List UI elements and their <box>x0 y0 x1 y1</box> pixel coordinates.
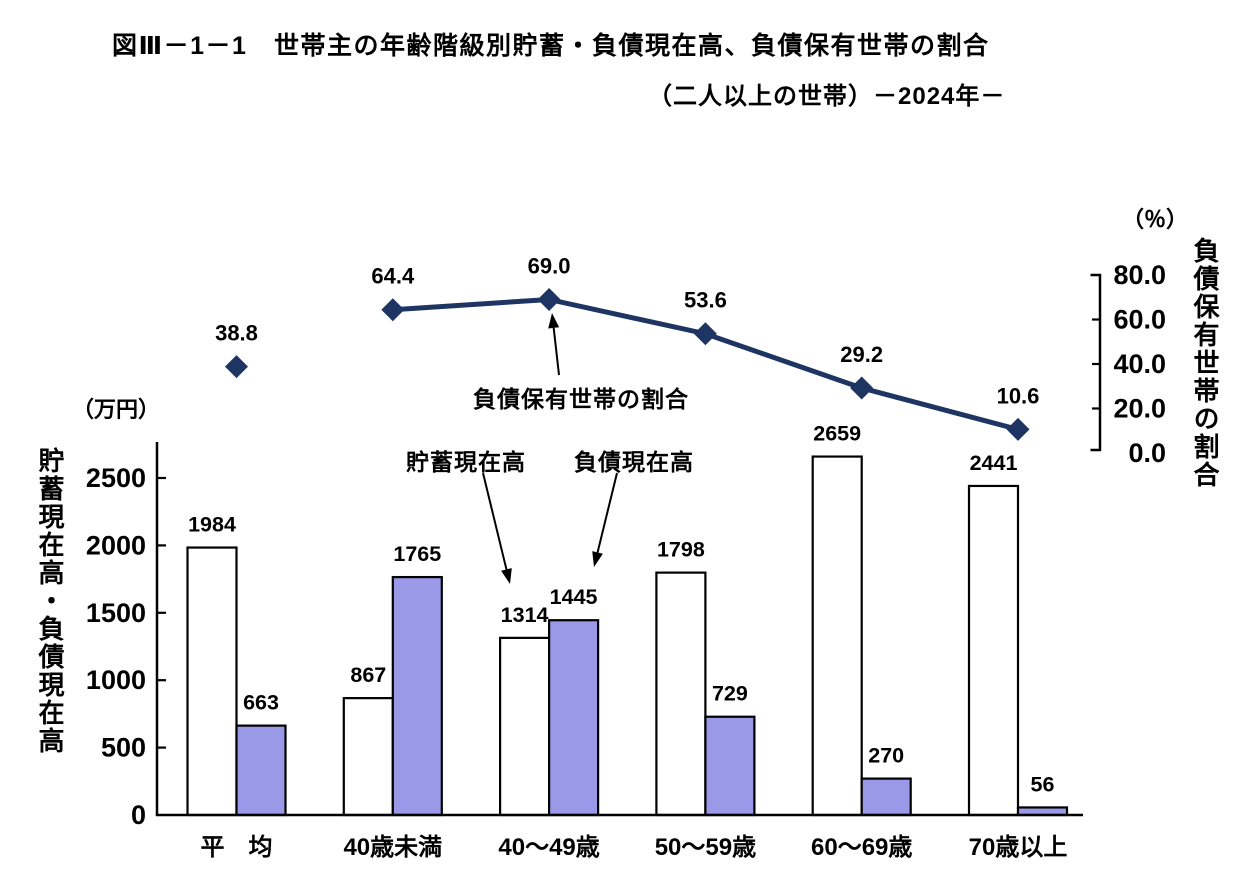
right-axis-tick-label: 80.0 <box>1113 260 1166 290</box>
bar-value-label-debt: 56 <box>1031 772 1055 796</box>
debt-ratio-line <box>392 296 1019 432</box>
category-label: 70歳以上 <box>969 833 1068 861</box>
left-axis-tick-label: 2000 <box>86 530 146 560</box>
line-value-label: 10.6 <box>997 383 1040 408</box>
bar-value-label-savings: 1984 <box>188 513 236 537</box>
bar-savings <box>499 636 551 817</box>
line-marker-diamond <box>1006 417 1030 441</box>
line-marker-diamond <box>381 298 405 322</box>
line-value-label: 64.4 <box>371 264 415 289</box>
bar-savings <box>967 484 1020 817</box>
bar-savings <box>811 455 863 817</box>
line-marker-diamond <box>225 355 248 379</box>
annotation-debt-label: 負債現在高 <box>574 449 694 475</box>
line-marker-diamond <box>693 322 717 346</box>
bar-value-label-debt: 663 <box>243 691 279 715</box>
annotation-savings-label: 貯蓄現在高 <box>406 449 526 475</box>
arrow-savings-head <box>501 568 512 584</box>
annotation-debt-ratio-label: 負債保有世帯の割合 <box>473 386 689 412</box>
page-subtitle: （二人以上の世帯）－2024年－ <box>648 83 1006 110</box>
bar-value-label-savings: 1314 <box>501 603 549 627</box>
bar-value-label-debt: 1445 <box>550 585 598 609</box>
right-axis-tick-label: 20.0 <box>1113 394 1166 424</box>
line-value-label: 69.0 <box>528 253 571 278</box>
bar-value-label-debt: 270 <box>868 744 904 768</box>
left-axis-tick-label: 1000 <box>86 665 146 695</box>
right-axis-tick-label: 40.0 <box>1113 349 1166 379</box>
bar-debt <box>391 575 443 817</box>
right-axis-tick-label: 60.0 <box>1113 305 1166 335</box>
bar-value-label-savings: 867 <box>350 663 386 687</box>
left-axis-tick-label: 1500 <box>86 598 146 628</box>
bar-debt <box>235 724 287 817</box>
bar-savings <box>186 546 238 817</box>
bar-debt <box>860 777 912 817</box>
bar-savings <box>655 571 707 817</box>
line-value-label: 29.2 <box>840 342 883 367</box>
category-label: 40～49歳 <box>498 833 599 861</box>
bar-value-label-debt: 1765 <box>393 542 441 566</box>
bar-savings <box>342 697 394 817</box>
line-marker-diamond <box>537 287 561 311</box>
right-axis-tick-label: 0.0 <box>1128 438 1166 468</box>
bar-debt <box>547 619 600 817</box>
left-axis-tick-label: 2500 <box>86 463 146 493</box>
arrow-savings-shaft <box>482 472 508 570</box>
bar-value-label-savings: 1798 <box>657 538 705 562</box>
category-label: 40歳未満 <box>343 833 442 861</box>
left-axis-tick-label: 0 <box>131 800 146 830</box>
category-label: 50～59歳 <box>655 833 756 861</box>
right-axis-unit: （％） <box>1122 207 1189 232</box>
left-axis-tick-label: 500 <box>101 733 146 763</box>
arrow-debt-ratio-shaft <box>552 327 560 376</box>
arrow-debt-ratio-head <box>548 313 560 329</box>
left-axis-title: 貯蓄現在高・負債現在高 <box>35 447 65 755</box>
bar-value-label-debt: 729 <box>712 682 748 706</box>
category-label: 60～69歳 <box>811 833 912 861</box>
bar-value-label-savings: 2441 <box>970 451 1018 475</box>
page-title: 図Ⅲ－1－1 世帯主の年齢階級別貯蓄・負債現在高、負債保有世帯の割合 <box>112 32 990 60</box>
right-axis-title: 負債保有世帯の割合 <box>1190 237 1220 489</box>
bar-debt <box>704 715 756 817</box>
arrow-debt-head <box>592 551 603 567</box>
line-value-label: 38.8 <box>215 321 258 346</box>
category-label: 平 均 <box>201 833 273 861</box>
line-value-label: 53.6 <box>684 288 727 313</box>
left-axis-unit: （万円） <box>72 397 161 422</box>
line-marker-diamond <box>850 376 874 400</box>
bar-value-label-savings: 2659 <box>813 422 861 446</box>
right-axis-bracket <box>1090 273 1102 452</box>
arrow-debt-shaft <box>596 472 618 553</box>
